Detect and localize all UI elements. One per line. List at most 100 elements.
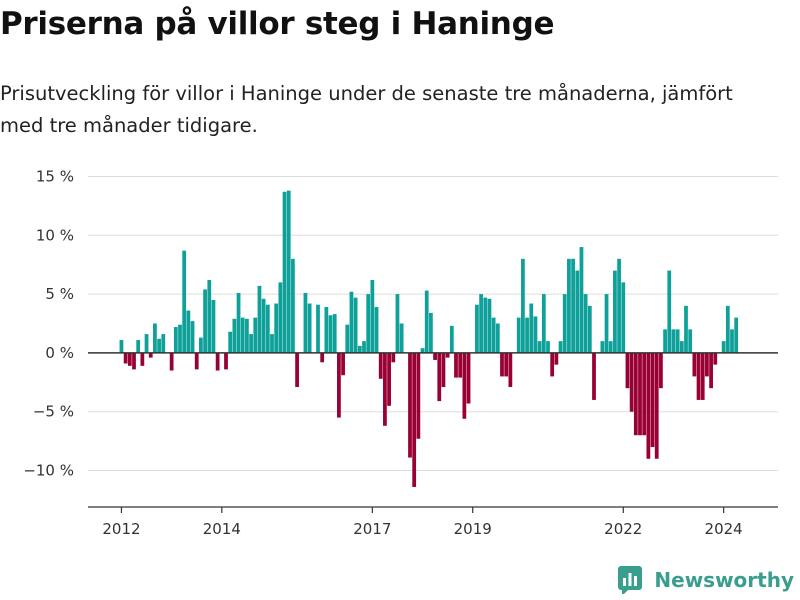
- bar: [232, 318, 237, 353]
- bar: [320, 352, 325, 363]
- x-tick-label: 2014: [203, 520, 241, 538]
- y-axis-labels: 15 % 10 % 5 % 0 % −5 % −10 %: [23, 168, 74, 480]
- bar: [132, 352, 136, 370]
- bar: [567, 258, 571, 353]
- bar: [721, 341, 726, 353]
- bar: [353, 297, 358, 353]
- bar: [462, 352, 467, 419]
- bar: [190, 321, 195, 353]
- bar: [571, 258, 575, 353]
- bar: [546, 341, 550, 353]
- bar: [537, 341, 542, 353]
- bar: [261, 298, 266, 353]
- y-tick-label: 5 %: [45, 285, 74, 303]
- bar: [370, 279, 375, 353]
- bar: [663, 329, 667, 353]
- bar: [224, 352, 228, 370]
- bar: [671, 329, 676, 353]
- annotations: 3 %: [737, 0, 767, 4]
- bar: [357, 345, 362, 353]
- bar: [713, 352, 718, 365]
- bar: [395, 294, 400, 353]
- bar: [178, 324, 182, 353]
- x-tick-label: 2019: [454, 520, 492, 538]
- bar: [316, 304, 320, 353]
- latest-value-label: 3 %: [737, 0, 767, 4]
- bar: [249, 334, 253, 353]
- bar: [654, 352, 659, 459]
- bar: [157, 338, 161, 353]
- bar: [550, 352, 555, 377]
- bar: [508, 352, 513, 388]
- bar: [675, 329, 680, 353]
- bar: [696, 352, 701, 400]
- bar: [362, 341, 366, 353]
- bar: [215, 352, 220, 371]
- y-tick-label: −10 %: [23, 462, 74, 480]
- y-tick-label: −5 %: [33, 403, 74, 421]
- bar: [257, 285, 262, 353]
- page-title: Priserna på villor steg i Haninge: [0, 6, 555, 42]
- bar: [692, 352, 697, 377]
- bar: [123, 352, 128, 364]
- bar: [650, 352, 655, 447]
- bar: [366, 294, 371, 353]
- bar: [437, 352, 442, 402]
- bar: [700, 352, 705, 400]
- bar: [374, 307, 379, 353]
- bar: [592, 352, 596, 400]
- bar: [412, 352, 417, 487]
- bar: [633, 352, 638, 436]
- bar: [525, 317, 529, 353]
- bar: [144, 334, 149, 353]
- bar: [182, 250, 187, 353]
- bar: [646, 352, 651, 459]
- bar: [349, 291, 354, 353]
- bar: [387, 352, 391, 406]
- bar: [307, 303, 312, 353]
- bar: [345, 324, 350, 353]
- bar: [529, 303, 534, 353]
- chart-subtitle: Prisutveckling för villor i Haninge unde…: [0, 82, 733, 137]
- bar: [324, 307, 329, 353]
- bar: [475, 304, 479, 353]
- bar: [541, 294, 546, 353]
- bar: [337, 352, 341, 418]
- bar: [491, 317, 496, 353]
- bar: [587, 305, 592, 353]
- bar: [173, 327, 178, 353]
- y-tick-label: 0 %: [45, 344, 74, 362]
- bar: [479, 294, 483, 353]
- x-tick-label: 2024: [705, 520, 743, 538]
- bar: [286, 190, 291, 353]
- bar: [613, 270, 617, 353]
- bar: [579, 247, 584, 353]
- bar: [278, 282, 283, 353]
- bar: [253, 317, 258, 353]
- bar: [148, 352, 153, 358]
- bar: [705, 352, 709, 377]
- bar: [625, 352, 630, 389]
- bar: [483, 297, 488, 353]
- bar: [433, 352, 437, 360]
- bar: [454, 352, 458, 378]
- x-tick-label: 2017: [353, 520, 391, 538]
- bar: [416, 352, 421, 439]
- bar: [600, 341, 605, 353]
- bar: [458, 352, 463, 378]
- bar: [521, 258, 525, 353]
- bar: [228, 331, 233, 353]
- bar: [140, 352, 145, 366]
- bar: [429, 312, 433, 353]
- bar: [487, 298, 492, 353]
- bar: [408, 352, 412, 458]
- bar: [153, 323, 157, 353]
- bar: [378, 352, 383, 379]
- bar: [734, 317, 739, 353]
- bar: [466, 352, 471, 404]
- bar: [638, 352, 642, 436]
- bar: [236, 292, 241, 353]
- bar: [127, 352, 132, 366]
- bar: [341, 352, 345, 376]
